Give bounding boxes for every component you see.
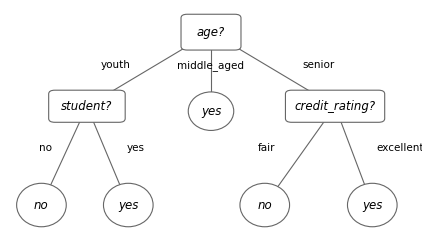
Text: no: no <box>257 199 272 211</box>
Text: yes: yes <box>118 199 138 211</box>
Text: no: no <box>34 199 49 211</box>
Ellipse shape <box>103 183 153 227</box>
FancyBboxPatch shape <box>285 90 385 122</box>
Text: yes: yes <box>362 199 382 211</box>
Text: student?: student? <box>61 100 113 113</box>
Text: middle_aged: middle_aged <box>178 60 244 71</box>
Text: yes: yes <box>126 143 144 153</box>
Text: yes: yes <box>201 105 221 118</box>
Ellipse shape <box>16 183 66 227</box>
FancyBboxPatch shape <box>181 14 241 50</box>
Ellipse shape <box>347 183 397 227</box>
Ellipse shape <box>240 183 289 227</box>
Text: excellent: excellent <box>376 143 422 153</box>
Text: credit_rating?: credit_rating? <box>295 100 376 113</box>
FancyBboxPatch shape <box>49 90 125 122</box>
Text: no: no <box>39 143 52 153</box>
Text: youth: youth <box>100 60 130 71</box>
Text: senior: senior <box>302 60 334 71</box>
Text: fair: fair <box>257 143 275 153</box>
Ellipse shape <box>188 92 234 131</box>
Text: age?: age? <box>197 26 225 39</box>
